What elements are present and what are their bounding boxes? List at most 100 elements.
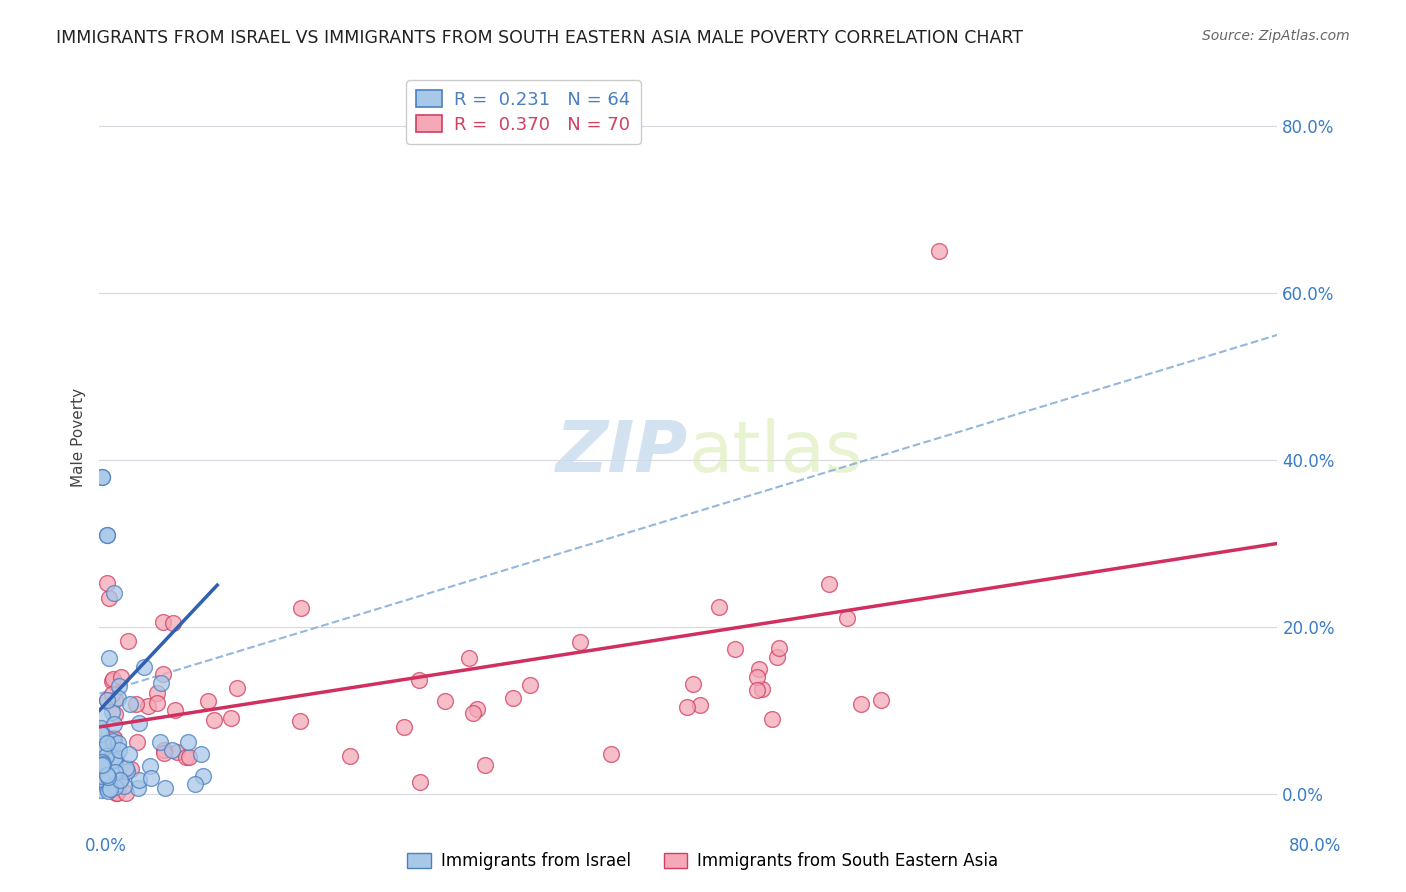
Point <box>219 711 242 725</box>
Point <box>103 717 125 731</box>
Point <box>104 706 127 721</box>
Point <box>153 743 176 757</box>
Point <box>120 697 142 711</box>
Point <box>103 732 125 747</box>
Point <box>128 773 150 788</box>
Point <box>849 697 872 711</box>
Point <box>96 780 118 795</box>
Point <box>761 712 783 726</box>
Point <box>177 750 200 764</box>
Point <box>108 679 131 693</box>
Point <box>502 690 524 705</box>
Point <box>184 777 207 791</box>
Point <box>474 758 496 772</box>
Point <box>120 762 142 776</box>
Legend: R =  0.231   N = 64, R =  0.370   N = 70: R = 0.231 N = 64, R = 0.370 N = 70 <box>406 80 641 144</box>
Point <box>146 696 169 710</box>
Point <box>96 749 118 764</box>
Legend: Immigrants from Israel, Immigrants from South Eastern Asia: Immigrants from Israel, Immigrants from … <box>401 846 1005 877</box>
Point <box>107 782 129 797</box>
Point <box>125 697 148 711</box>
Point <box>90 772 112 787</box>
Point <box>146 686 169 700</box>
Point <box>817 577 839 591</box>
Point <box>751 681 773 696</box>
Text: 0.0%: 0.0% <box>84 837 127 855</box>
Point <box>125 735 148 749</box>
Point <box>458 651 481 665</box>
Point <box>709 600 731 615</box>
Point <box>166 745 188 759</box>
Point <box>290 714 312 728</box>
Point <box>97 770 120 784</box>
Point <box>112 779 135 793</box>
Point <box>724 641 747 656</box>
Point <box>149 735 172 749</box>
Point <box>91 757 114 772</box>
Point <box>103 731 125 746</box>
Point <box>225 681 247 696</box>
Point <box>152 615 174 630</box>
Point <box>197 694 219 708</box>
Point <box>108 772 131 787</box>
Point <box>153 746 176 760</box>
Point <box>91 755 114 769</box>
Point <box>409 775 432 789</box>
Point <box>96 693 118 707</box>
Y-axis label: Male Poverty: Male Poverty <box>72 387 86 487</box>
Point <box>837 611 859 625</box>
Point <box>115 786 138 800</box>
Point <box>104 749 127 764</box>
Point <box>93 761 115 775</box>
Point <box>104 780 127 794</box>
Point <box>152 667 174 681</box>
Point <box>96 575 118 590</box>
Point <box>107 736 129 750</box>
Point <box>101 687 124 701</box>
Point <box>104 777 127 791</box>
Point <box>90 721 112 735</box>
Text: ZIP: ZIP <box>557 417 689 487</box>
Point <box>107 691 129 706</box>
Point <box>163 703 186 717</box>
Point <box>90 742 112 756</box>
Point <box>392 720 415 734</box>
Point <box>98 781 121 796</box>
Point <box>108 743 131 757</box>
Point <box>136 699 159 714</box>
Point <box>90 769 112 783</box>
Point <box>103 756 125 771</box>
Point <box>90 783 112 797</box>
Point <box>748 662 770 676</box>
Point <box>90 709 112 723</box>
Point <box>90 758 112 772</box>
Point <box>747 670 769 684</box>
Text: 80.0%: 80.0% <box>1288 837 1341 855</box>
Point <box>177 734 200 748</box>
Point <box>104 691 127 706</box>
Point <box>162 616 184 631</box>
Point <box>191 769 214 783</box>
Point <box>928 244 950 259</box>
Point <box>128 715 150 730</box>
Point <box>745 683 768 698</box>
Point <box>90 762 112 776</box>
Point <box>96 528 118 542</box>
Point <box>110 772 132 786</box>
Point <box>117 634 139 648</box>
Point <box>408 673 430 687</box>
Point <box>101 742 124 756</box>
Point <box>91 469 114 483</box>
Point <box>90 726 112 740</box>
Point <box>101 705 124 719</box>
Point <box>765 650 787 665</box>
Point <box>103 586 125 600</box>
Point <box>105 786 128 800</box>
Point <box>467 702 489 716</box>
Point <box>139 771 162 785</box>
Point <box>101 672 124 686</box>
Point <box>103 753 125 767</box>
Point <box>153 781 176 796</box>
Text: atlas: atlas <box>689 417 863 487</box>
Text: IMMIGRANTS FROM ISRAEL VS IMMIGRANTS FROM SOUTH EASTERN ASIA MALE POVERTY CORREL: IMMIGRANTS FROM ISRAEL VS IMMIGRANTS FRO… <box>56 29 1024 46</box>
